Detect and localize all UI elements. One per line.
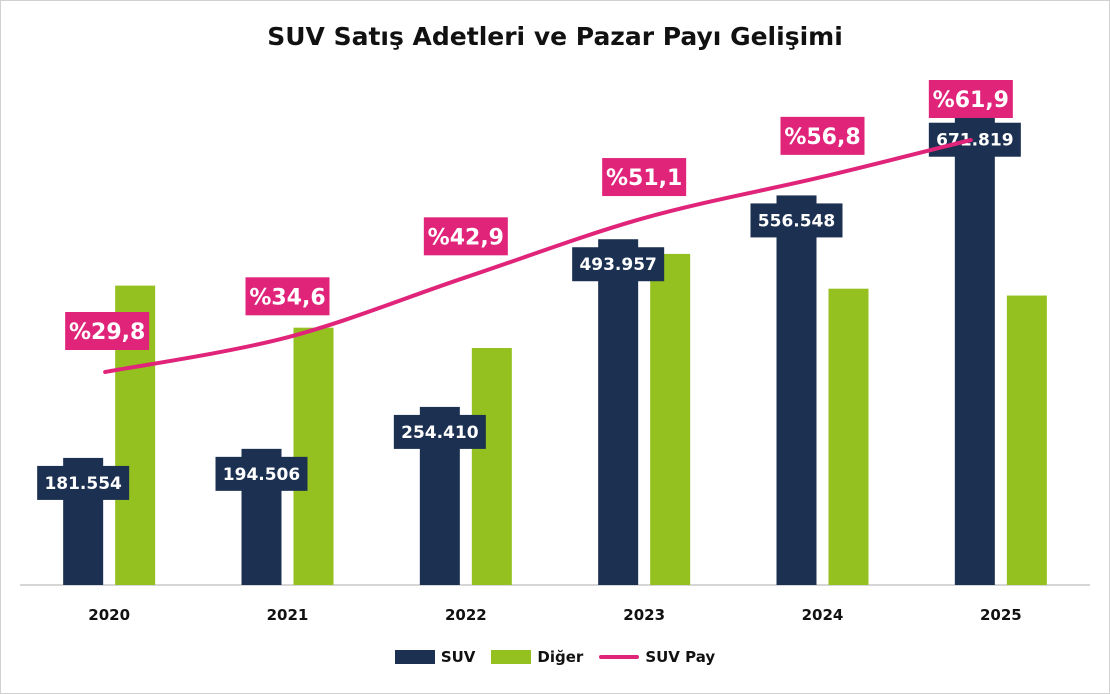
legend-item-suv-pay: SUV Pay — [599, 648, 715, 666]
x-tick-2023: 2023 — [623, 606, 665, 624]
pay-label-2022: %42,9 — [428, 225, 504, 250]
suv-label-box-2025 — [928, 122, 1021, 157]
pay-label-2025: %61,9 — [933, 88, 1009, 113]
legend-label-suv-pay: SUV Pay — [645, 648, 716, 666]
suv-label-box-2021 — [215, 456, 308, 491]
suv-label-box-2022 — [393, 414, 486, 449]
pay-label-box-2021 — [245, 277, 330, 316]
x-tick-2021: 2021 — [267, 606, 309, 624]
suv-data-labels: 181.554 194.506254.410493.957556.548671.8… — [37, 122, 1021, 500]
pay-label-2023: %51,1 — [606, 166, 682, 191]
suv-label-2021: 194.506 — [223, 465, 300, 485]
x-tick-2022: 2022 — [445, 606, 487, 624]
suv-bar-2024 — [776, 195, 817, 586]
suv-label-2020: 181.554 — [44, 474, 122, 494]
legend-swatch-diger — [491, 650, 532, 664]
pay-label-2024: %56,8 — [784, 125, 860, 150]
legend-item-diger: Diğer — [491, 648, 583, 666]
diger-bar-2025 — [1006, 295, 1047, 585]
x-tick-labels: 2020 2021 2022 2023 2024 2025 — [88, 606, 1021, 624]
suv-label-box-2020 — [37, 465, 130, 500]
diger-bar-2022 — [471, 347, 512, 585]
legend-item-suv: SUV — [394, 648, 476, 666]
diger-bar-2021 — [293, 327, 334, 585]
diger-bar-2023 — [650, 253, 691, 585]
suv-pay-line — [103, 138, 973, 374]
pay-label-box-2025 — [928, 80, 1013, 118]
pay-label-2020: %29,8 — [69, 320, 145, 345]
chart-title: SUV Satış Adetleri ve Pazar Payı Gelişim… — [267, 22, 843, 51]
suv-label-box-2024 — [750, 203, 843, 238]
pay-label-box-2022 — [423, 217, 508, 256]
legend-label-diger: Diğer — [537, 648, 584, 666]
diger-bars — [115, 253, 1047, 585]
suv-label-box-2023 — [572, 247, 665, 282]
x-tick-2025: 2025 — [980, 606, 1022, 624]
pay-label-box-2020 — [65, 312, 150, 350]
suv-bar-2023 — [598, 239, 639, 585]
legend-swatch-suv-pay — [599, 655, 640, 659]
suv-label-2023: 493.957 — [579, 255, 656, 275]
pay-label-box-2024 — [780, 116, 865, 155]
suv-label-2024: 556.548 — [758, 211, 835, 231]
diger-bar-2024 — [828, 288, 869, 585]
suv-bar-2025 — [954, 114, 995, 586]
legend-swatch-suv — [394, 650, 435, 664]
x-tick-2020: 2020 — [88, 606, 130, 624]
suv-pay-data-labels: %29,8 %34,6 %42,9 %51,1 %56,8 %61,9 — [65, 80, 1013, 350]
legend: SUV Diğer SUV Pay — [0, 648, 1110, 666]
pay-label-box-2023 — [602, 158, 687, 197]
pay-label-2021: %34,6 — [249, 285, 325, 310]
x-tick-2024: 2024 — [802, 606, 844, 624]
suv-label-2022: 254.410 — [401, 423, 479, 443]
legend-label-suv: SUV — [440, 648, 476, 666]
